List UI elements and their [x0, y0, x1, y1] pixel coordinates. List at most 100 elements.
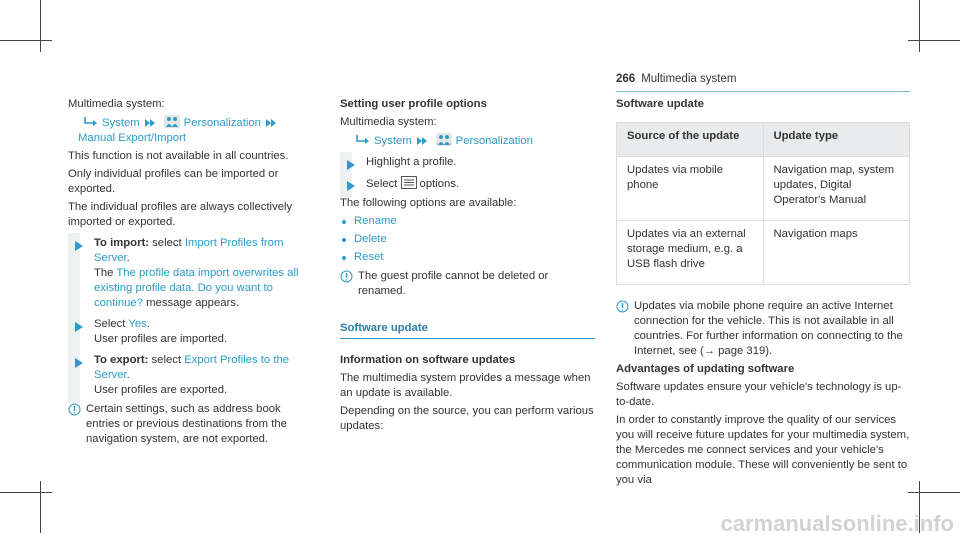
menu-item: System: [374, 135, 412, 147]
text-run: options.: [419, 178, 460, 190]
step: Select Yes. User profiles are imported.: [68, 314, 308, 352]
hook-icon: [350, 135, 374, 147]
section-name: Multimedia system: [641, 73, 737, 85]
paragraph: Multimedia system:: [68, 97, 308, 112]
bullet-item: Delete: [340, 232, 595, 247]
text-run: In order to constantly improve the quali…: [616, 414, 910, 486]
text-run: Only individual profiles can be imported…: [68, 168, 279, 195]
paragraph: Depending on the source, you can perform…: [340, 404, 595, 434]
tri-icon: [74, 356, 84, 371]
column: Multimedia system: System Personalization M…: [68, 97, 308, 450]
text-run: To export:: [94, 354, 149, 366]
text-run: .: [126, 369, 130, 381]
menu-path: System Personalization Manual Export/Impor…: [78, 115, 308, 146]
menu-path: System Personalization: [350, 133, 595, 149]
text-run: Highlight a profile.: [366, 156, 457, 168]
text-run: .: [126, 252, 130, 264]
table-cell: Navigation map, system updates, Digital …: [762, 156, 910, 221]
step-line: User profiles are imported.: [94, 332, 308, 347]
table-cell: Updates via an external storage medium, …: [616, 220, 764, 285]
text-run: User profiles are imported.: [94, 333, 228, 345]
paragraph: The individual profiles are always colle…: [68, 200, 308, 230]
menu-item: Manual Export/Import: [78, 132, 186, 144]
menu-item: System: [102, 117, 140, 129]
step-line: User profiles are exported.: [94, 383, 308, 398]
page-number: 266: [616, 73, 636, 85]
paragraph: The following options are available:: [340, 196, 595, 211]
paragraph: The multimedia system provides a message…: [340, 371, 595, 401]
table-row: Updates via an external storage medium, …: [616, 220, 910, 285]
step: Highlight a profile.: [340, 152, 595, 175]
heading: Information on software updates: [340, 354, 516, 366]
step-line: Select Yes.: [94, 317, 308, 332]
sep-icon: [261, 117, 281, 129]
note: Certain settings, such as address book e…: [68, 402, 308, 447]
note: The guest profile cannot be deleted or r…: [340, 269, 595, 299]
table-header-cell: Source of the update: [616, 122, 764, 157]
person-icon: [160, 115, 184, 129]
text-run: Multimedia system:: [68, 98, 165, 110]
step-line: The The profile data import overwrites a…: [94, 266, 308, 311]
sep-icon: [140, 117, 160, 129]
tri-icon: [346, 179, 356, 194]
sep-icon: [412, 135, 432, 147]
column: Software update Source of the update Updat…: [616, 97, 910, 491]
text-run: Software updates ensure your vehicle's t…: [616, 381, 902, 408]
paragraph: Software updates ensure your vehicle's t…: [616, 380, 910, 410]
text-run: The individual profiles are always colle…: [68, 201, 293, 228]
text-run: Import Profiles from Server: [94, 237, 284, 264]
table-row: Updates via mobile phone Navigation map, …: [616, 156, 910, 221]
text-run: The profile data import overwrites all e…: [94, 267, 299, 309]
step-line: Select options.: [366, 176, 595, 192]
column: Setting user profile options Multimedia s…: [340, 97, 595, 437]
heading: Advantages of updating software: [616, 363, 795, 375]
text-run: Updates via mobile phone require an acti…: [634, 300, 903, 357]
paragraph: Multimedia system:: [340, 115, 595, 130]
step-line: To export: select Export Profiles to the…: [94, 353, 308, 383]
text-run: User profiles are exported.: [94, 384, 228, 396]
paragraph: This function is not available in all co…: [68, 149, 308, 164]
menu-icon: [400, 176, 417, 190]
step: To export: select Export Profiles to the…: [68, 350, 308, 403]
step: To import: select Import Profiles from S…: [68, 233, 308, 316]
table-header-row: Source of the update Update type: [616, 122, 910, 157]
text-run: To import:: [94, 237, 150, 249]
section-heading: Software update: [340, 321, 595, 339]
menu-item: Personalization: [455, 135, 533, 147]
table-header-cell: Update type: [762, 122, 910, 157]
tri-icon: [346, 158, 356, 173]
text-run: select: [149, 237, 185, 249]
text-run: Export Profiles to the Server: [94, 354, 290, 381]
bullet-item: Rename: [340, 214, 595, 229]
bullet-item: Reset: [340, 250, 595, 265]
page-header: 266 Multimedia system: [616, 72, 910, 92]
text-run: Certain settings, such as address book e…: [86, 403, 287, 445]
step-line: To import: select Import Profiles from S…: [94, 236, 308, 266]
text-run: message appears.: [143, 297, 240, 309]
bullet-list: Rename Delete Reset: [340, 214, 595, 265]
text-run: Select: [366, 178, 401, 190]
text-run: select: [148, 354, 185, 366]
text-run: .: [146, 318, 150, 330]
paragraph: Only individual profiles can be imported…: [68, 167, 308, 197]
text-run: Depending on the source, you can perform…: [340, 405, 594, 432]
text-run: Select: [94, 318, 129, 330]
heading: Software update: [616, 98, 704, 110]
step: Select options.: [340, 173, 595, 197]
text-run: Multimedia system:: [340, 116, 437, 128]
table-cell: Navigation maps: [762, 220, 910, 285]
text-run: The multimedia system provides a message…: [340, 372, 591, 399]
hook-icon: [78, 117, 102, 129]
table-cell: Updates via mobile phone: [616, 156, 764, 221]
person-icon: [432, 133, 456, 147]
note: Updates via mobile phone require an acti…: [616, 299, 910, 359]
table: Source of the update Update type Updates v…: [616, 122, 910, 285]
text-run: The following options are available:: [340, 197, 517, 209]
heading: Setting user profile options: [340, 98, 487, 110]
text-run: This function is not available in all co…: [68, 150, 289, 162]
tri-icon: [74, 239, 84, 254]
text-run: The guest profile cannot be deleted or r…: [358, 270, 549, 297]
text-run: Yes: [128, 318, 147, 330]
